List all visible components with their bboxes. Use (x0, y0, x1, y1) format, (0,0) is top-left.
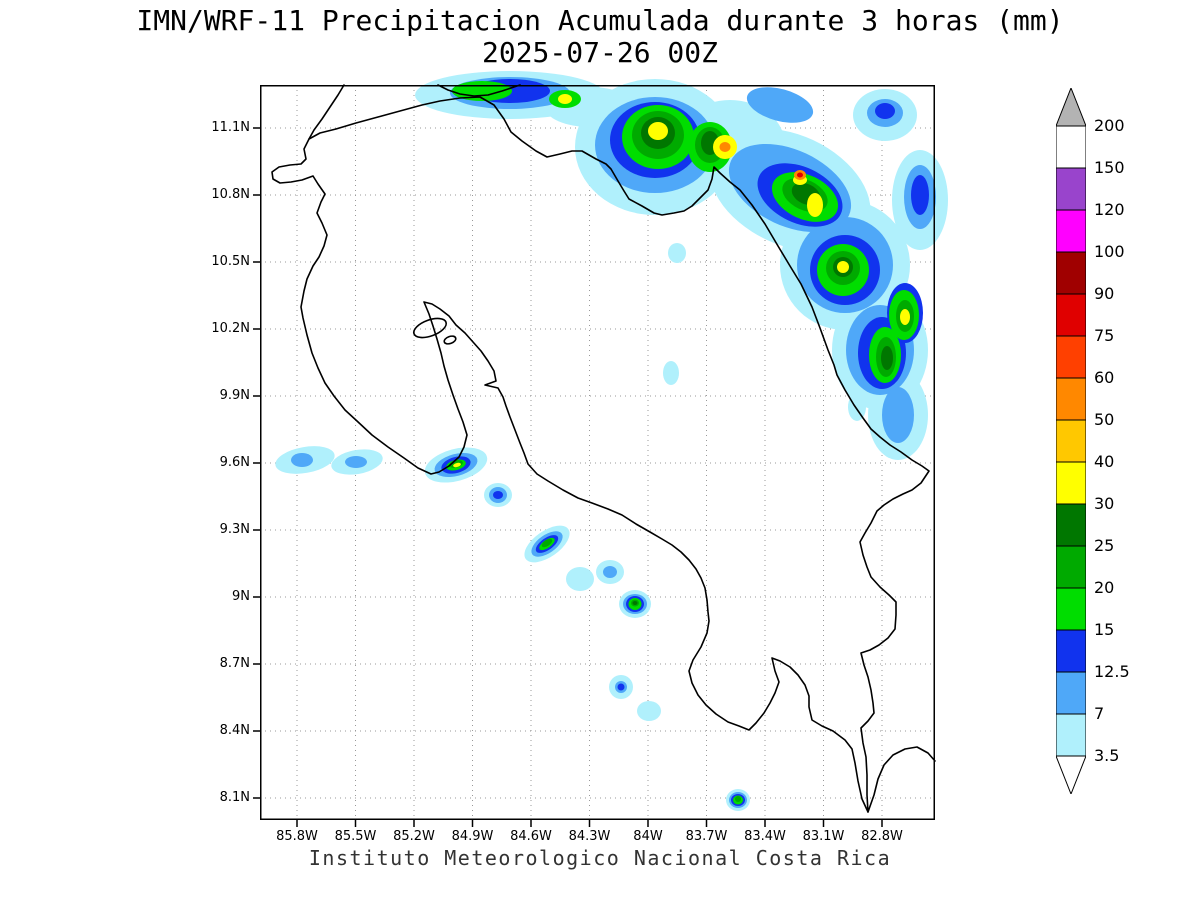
chira-island (412, 317, 448, 339)
lon-tick-label: 84W (633, 829, 663, 844)
colorbar-segment (1056, 713, 1086, 757)
colorbar-segment (1056, 251, 1086, 295)
lon-tick-label: 85.8W (276, 829, 318, 844)
nicaragua-coast-line (308, 84, 345, 140)
lat-tick-label: 10.8N (211, 187, 250, 202)
colorbar-segment (1056, 629, 1086, 673)
colorbar (1056, 88, 1086, 794)
colorbar-label: 30 (1094, 494, 1115, 513)
colorbar-under-arrow (1056, 755, 1086, 794)
colorbar-label: 3.5 (1094, 746, 1120, 765)
lat-tick-label: 10.5N (211, 254, 250, 269)
colorbar-label: 90 (1094, 284, 1115, 303)
colorbar-segment (1056, 545, 1086, 589)
lake-nicaragua-shore (437, 84, 521, 97)
colorbar-label: 200 (1094, 116, 1125, 135)
colorbar-segment (1056, 419, 1086, 463)
lon-tick-label: 83.7W (685, 829, 728, 844)
plot-frame (260, 85, 935, 820)
map-plot-area (253, 71, 948, 827)
lat-tick-label: 10.2N (211, 321, 250, 336)
lon-tick-label: 82.8W (861, 829, 903, 844)
colorbar-over-arrow (1056, 88, 1086, 127)
lat-tick-label: 11.1N (211, 120, 250, 135)
coastlines (271, 84, 936, 813)
colorbar-segment (1056, 377, 1086, 421)
colorbar-segment (1056, 125, 1086, 169)
colorbar-segment (1056, 293, 1086, 337)
lat-tick-label: 9.3N (219, 522, 250, 537)
colorbar-segment (1056, 587, 1086, 631)
colorbar-label: 75 (1094, 326, 1115, 345)
lat-tick-label: 8.7N (219, 656, 250, 671)
lon-tick-label: 85.2W (393, 829, 435, 844)
lon-tick-label: 84.6W (510, 829, 552, 844)
colorbar-label: 20 (1094, 578, 1115, 597)
page-title: IMN/WRF-11 Precipitacion Acumulada duran… (136, 4, 1064, 37)
colorbar-label: 7 (1094, 704, 1105, 723)
colorbar-segment (1056, 335, 1086, 379)
lat-tick-label: 9N (232, 589, 250, 604)
colorbar-segment (1056, 503, 1086, 547)
colorbar-label: 40 (1094, 452, 1115, 471)
colorbar-label: 100 (1094, 242, 1125, 261)
lon-tick-label: 84.3W (568, 829, 611, 844)
colorbar-label: 50 (1094, 410, 1115, 429)
colorbar-segment (1056, 209, 1086, 253)
precip-level-3.5mm (275, 71, 948, 811)
institution-footer: Instituto Meteorologico Nacional Costa R… (308, 846, 892, 870)
panama-coast-line (867, 746, 936, 813)
map-svg (253, 71, 948, 827)
lat-tick-label: 9.6N (219, 455, 250, 470)
colorbar-segment (1056, 671, 1086, 715)
colorbar-label: 150 (1094, 158, 1125, 177)
lon-tick-label: 83.1W (802, 829, 845, 844)
lon-tick-label: 83.4W (744, 829, 786, 844)
lon-tick-label: 85.5W (334, 829, 377, 844)
precip-level-75mm (797, 172, 803, 178)
lat-tick-marks (253, 127, 260, 799)
costa-rica-outline (271, 96, 930, 813)
colorbar-label: 12.5 (1094, 662, 1130, 681)
precip-field (275, 71, 948, 811)
lon-tick-label: 84.9W (451, 829, 494, 844)
lat-tick-label: 9.9N (219, 388, 250, 403)
lon-tick-marks (296, 820, 883, 827)
lat-tick-label: 8.1N (219, 790, 250, 805)
small-gulf-island (443, 335, 457, 345)
valid-time-subtitle: 2025-07-26 00Z (481, 36, 718, 69)
colorbar-segment (1056, 167, 1086, 211)
colorbar-segment (1056, 461, 1086, 505)
colorbar-label: 15 (1094, 620, 1115, 639)
lat-tick-label: 8.4N (219, 723, 250, 738)
colorbar-label: 60 (1094, 368, 1115, 387)
colorbar-label: 25 (1094, 536, 1115, 555)
colorbar-label: 120 (1094, 200, 1125, 219)
